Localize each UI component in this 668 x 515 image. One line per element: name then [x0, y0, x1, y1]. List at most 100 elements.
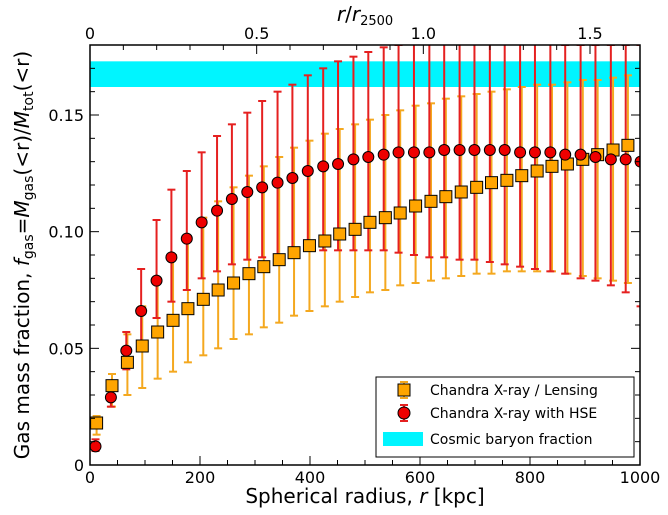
hse-point: [347, 153, 360, 166]
y-tick-label: 0.15: [48, 106, 84, 125]
lensing-point: [363, 215, 377, 229]
hse-point: [135, 305, 148, 317]
lensing-point: [196, 292, 210, 306]
hse-point: [241, 186, 254, 198]
hse-point: [544, 146, 557, 159]
x-tick-label: 0: [85, 468, 95, 487]
lensing-point: [409, 199, 423, 213]
lensing-point: [181, 302, 195, 316]
legend-hse-label: Chandra X-ray with HSE: [430, 406, 597, 422]
lensing-point: [515, 169, 529, 183]
hse-point: [225, 193, 238, 205]
hse-point: [271, 176, 284, 189]
legend-entry-lensing: Chandra X-ray / Lensing: [397, 381, 598, 399]
hse-point: [165, 251, 178, 264]
x-tick-label: 800: [515, 468, 546, 487]
lensing-point: [151, 325, 165, 339]
hse-point: [150, 274, 163, 287]
top-tick-label: 1.0: [411, 24, 436, 43]
hse-point: [438, 144, 451, 156]
x-tick-label: 600: [405, 468, 436, 487]
hse-point: [317, 160, 330, 173]
lensing-point: [135, 339, 149, 353]
y-axis-title: Gas mass fraction, fgas=Mgas(<r)/Mtot(<r…: [10, 51, 37, 459]
lensing-point: [454, 185, 468, 199]
lensing-point: [378, 211, 392, 225]
top-tick-label: 0: [85, 24, 95, 43]
lensing-point: [105, 379, 119, 393]
hse-point: [90, 440, 102, 453]
lensing-point: [211, 283, 225, 297]
hse-point: [377, 148, 390, 161]
lensing-point: [439, 190, 453, 204]
legend-entry-baryon: Cosmic baryon fraction: [383, 432, 592, 448]
legend-baryon-swatch: [383, 432, 423, 446]
lensing-point: [485, 176, 498, 190]
y-tick-label: 0.05: [48, 339, 84, 358]
hse-point: [498, 144, 511, 156]
hse-point: [528, 146, 541, 159]
hse-point: [211, 204, 224, 217]
lensing-point: [242, 267, 256, 281]
hse-point: [574, 148, 587, 161]
marker-layer: [90, 138, 640, 453]
hse-point: [195, 216, 208, 229]
lensing-point: [318, 234, 332, 248]
lensing-point: [393, 206, 407, 220]
legend-lensing-label: Chandra X-ray / Lensing: [430, 383, 598, 399]
hse-point: [514, 146, 527, 159]
y-tick-label: 0: [74, 456, 84, 475]
lensing-point: [302, 239, 316, 253]
y-tick-label: 0.10: [48, 223, 84, 242]
x-axis-title: Spherical radius, r [kpc]: [245, 484, 484, 508]
lensing-point: [545, 159, 559, 173]
hse-point: [468, 144, 481, 156]
hse-point: [332, 158, 345, 170]
lensing-point: [500, 173, 514, 187]
legend-hse-marker: [397, 406, 411, 420]
x-tick-label: 400: [295, 468, 326, 487]
hse-point: [407, 146, 420, 159]
baryon-band-layer: [90, 61, 640, 87]
lensing-point: [621, 138, 635, 152]
hse-point: [301, 165, 314, 177]
legend: Chandra X-ray / Lensing Chandra X-ray wi…: [375, 376, 635, 458]
lensing-point: [120, 355, 134, 369]
lensing-point: [348, 222, 362, 236]
hse-point: [362, 151, 375, 163]
lensing-point: [166, 313, 180, 327]
legend-baryon-label: Cosmic baryon fraction: [430, 432, 592, 448]
hse-point: [256, 181, 269, 194]
hse-point: [559, 148, 572, 161]
lensing-point: [424, 194, 438, 208]
hse-point: [619, 153, 632, 166]
hse-point: [604, 153, 617, 166]
hse-point: [104, 391, 117, 404]
x-tick-label: 1000: [620, 468, 661, 487]
hse-point: [180, 232, 193, 245]
hse-point: [392, 146, 405, 159]
top-tick-label: 1.5: [577, 24, 602, 43]
hse-point: [453, 144, 466, 156]
lensing-point: [287, 246, 301, 260]
lensing-point: [257, 260, 271, 274]
hse-point: [483, 144, 496, 156]
lensing-point: [530, 164, 544, 178]
tick-layer: [89, 45, 641, 466]
top-tick-label: 0.5: [244, 24, 269, 43]
hse-point: [423, 146, 436, 159]
hse-point: [589, 151, 602, 163]
cosmic-baryon-band: [90, 61, 640, 87]
legend-lensing-marker: [397, 383, 411, 397]
legend-entry-hse: Chandra X-ray with HSE: [397, 404, 597, 422]
hse-point: [286, 172, 299, 184]
lensing-point: [470, 180, 484, 194]
lensing-point: [272, 253, 286, 267]
lensing-point: [227, 276, 241, 290]
top-axis-title: r/r2500: [337, 2, 393, 29]
x-tick-label: 200: [185, 468, 216, 487]
lensing-point: [333, 227, 347, 241]
tick-label-layer: 0 200 400 600 800 1000 0 0.05 0.10 0.15 0 0.5 1.0 1.5: [48, 24, 660, 487]
hse-point: [120, 344, 133, 357]
